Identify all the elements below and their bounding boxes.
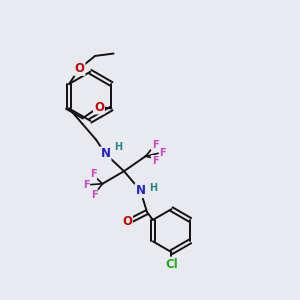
Text: F: F xyxy=(152,156,158,166)
Text: Cl: Cl xyxy=(165,258,178,271)
Text: O: O xyxy=(122,214,132,228)
Text: N: N xyxy=(135,184,146,197)
Text: F: F xyxy=(152,140,158,150)
Text: F: F xyxy=(91,190,98,200)
Text: O: O xyxy=(94,100,104,113)
Text: N: N xyxy=(100,147,110,161)
Text: F: F xyxy=(160,148,166,158)
Text: F: F xyxy=(83,180,89,190)
Text: O: O xyxy=(74,62,85,75)
Text: F: F xyxy=(90,169,96,179)
Text: H: H xyxy=(149,183,157,193)
Text: H: H xyxy=(114,142,122,152)
